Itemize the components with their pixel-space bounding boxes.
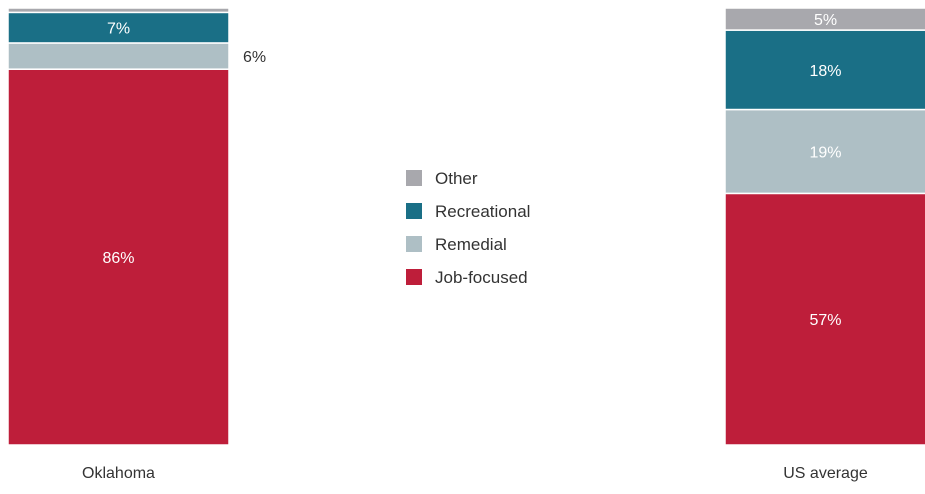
bar-segment-oklahoma-remedial	[7, 42, 230, 70]
data-label-us-average-recreational: 18%	[809, 63, 841, 80]
category-label-us-average: US average	[783, 465, 868, 482]
data-label-us-average-remedial: 19%	[809, 144, 841, 161]
legend-label-job-focused: Job-focused	[435, 268, 528, 287]
legend-label-recreational: Recreational	[435, 202, 530, 221]
legend-swatch-job-focused	[406, 269, 422, 285]
bar-segment-us-average-job-focused	[724, 192, 925, 446]
bar-segment-oklahoma-other	[7, 7, 230, 14]
data-label-us-average-job-focused: 57%	[809, 312, 841, 329]
data-label-oklahoma-remedial: 6%	[243, 49, 266, 66]
data-label-us-average-other: 5%	[814, 12, 837, 29]
legend-label-other: Other	[435, 169, 478, 188]
bar-segment-oklahoma-job-focused	[7, 68, 230, 446]
bar-segment-us-average-other	[724, 7, 925, 31]
legend-swatch-recreational	[406, 203, 422, 219]
data-label-oklahoma-job-focused: 86%	[102, 250, 134, 267]
data-label-oklahoma-recreational: 7%	[107, 21, 130, 38]
bar-segment-oklahoma-recreational	[7, 11, 230, 44]
legend-swatch-remedial	[406, 236, 422, 252]
category-label-oklahoma: Oklahoma	[82, 465, 155, 482]
bar-segment-us-average-remedial	[724, 108, 925, 195]
legend-label-remedial: Remedial	[435, 235, 507, 254]
legend-swatch-other	[406, 170, 422, 186]
